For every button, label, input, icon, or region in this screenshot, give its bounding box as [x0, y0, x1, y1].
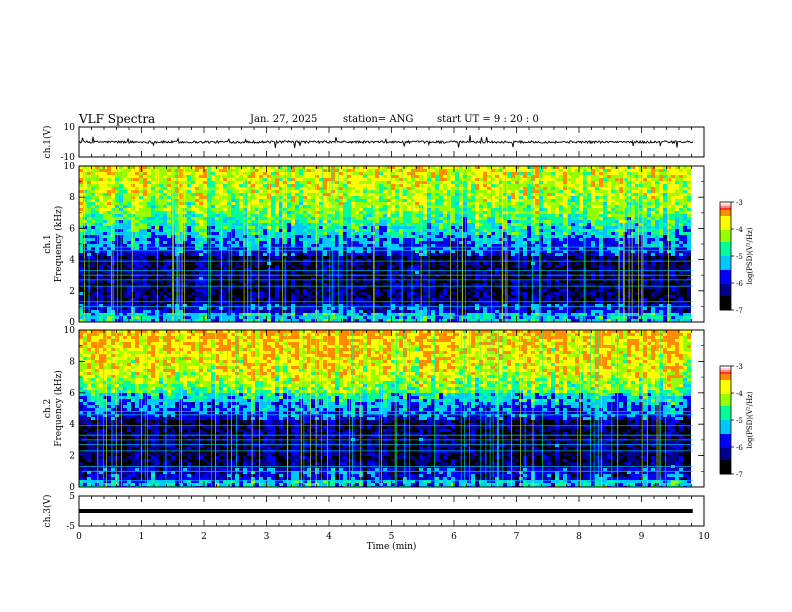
ytick-label: 0 [69, 483, 75, 493]
ch1-waveform-trace [78, 135, 694, 148]
date-label: Jan. 27, 2025 [250, 114, 318, 125]
xtick-label: 6 [451, 532, 457, 542]
ytick-label: 8 [69, 193, 75, 203]
colorbar-tick-label: -3 [736, 199, 743, 207]
start-ut-label: start UT = 9 : 20 : 0 [437, 114, 539, 125]
xtick-label: 1 [139, 532, 145, 542]
ch3-ylabel: ch.3(V) [42, 495, 53, 528]
ylabel-frequency: Frequency (kHz) [53, 206, 64, 283]
colorbar-tick-label: -5 [736, 417, 743, 425]
ytick-label: 6 [69, 389, 75, 399]
xtick-label: 10 [698, 532, 710, 542]
colorbar-tick-label: -7 [736, 471, 743, 479]
ylabel-channel: ch.1 [43, 234, 53, 253]
ch2-spectrogram [79, 330, 704, 487]
xtick-label: 7 [514, 532, 520, 542]
ytick-label: 4 [69, 256, 75, 266]
x-axis-label: Time (min) [367, 541, 417, 552]
station-label: station= ANG [343, 114, 414, 125]
ytick-label: 0 [69, 318, 75, 328]
ytick-label: 10 [64, 162, 76, 172]
ch1-ylabel: ch.1(V) [42, 126, 53, 159]
ch2-spectrogram-colorbar: -3 -4 -5 -6 -7 log(PSD)(V²/Hz) [719, 363, 754, 479]
xtick-label: 2 [201, 532, 207, 542]
ytick-label: 4 [69, 420, 75, 430]
colorbar-label: log(PSD)(V²/Hz) [746, 391, 754, 448]
ytick-label: 10 [64, 123, 76, 133]
chart-title: VLF Spectra [79, 112, 156, 126]
ytick-label: 10 [64, 326, 76, 336]
colorbar-tick-label: -6 [736, 444, 743, 452]
xtick-label: 5 [389, 532, 395, 542]
colorbar-tick-label: -7 [736, 307, 743, 315]
xtick-label: 3 [264, 532, 270, 542]
ylabel-frequency: Frequency (kHz) [53, 370, 64, 447]
colorbar-label: log(PSD)(V²/Hz) [746, 227, 754, 284]
ch1-spectrogram [79, 166, 704, 322]
xtick-label: 0 [76, 532, 82, 542]
colorbar-tick-label: -4 [736, 390, 743, 398]
ytick-label: -10 [61, 153, 76, 163]
ytick-label: 6 [69, 224, 75, 234]
ytick-label: 5 [69, 492, 75, 502]
ytick-label: 8 [69, 357, 75, 367]
colorbar-tick-label: -6 [736, 280, 743, 288]
ytick-label: 2 [69, 287, 75, 297]
colorbar-tick-label: -4 [736, 226, 743, 234]
ytick-label: 2 [69, 452, 75, 462]
ylabel-channel: ch.2 [43, 399, 53, 418]
colorbar-tick-label: -5 [736, 253, 743, 261]
colorbar-tick-label: -3 [736, 363, 743, 371]
xtick-label: 9 [639, 532, 645, 542]
xtick-label: 4 [326, 532, 332, 542]
xtick-label: 8 [576, 532, 582, 542]
ytick-label: -5 [66, 522, 75, 532]
ch1-spectrogram-colorbar: -3 -4 -5 -6 -7 log(PSD)(V²/Hz) [719, 199, 754, 315]
